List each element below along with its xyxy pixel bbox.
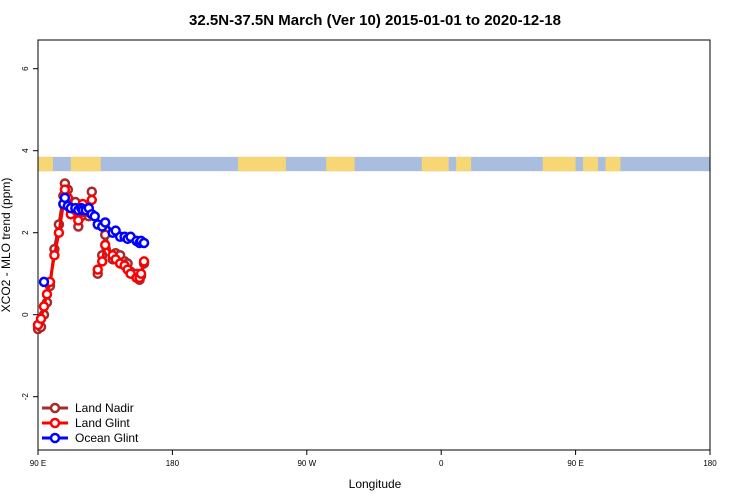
data-point [38,276,50,288]
y-tick-label: -2 [21,393,30,401]
data-point [38,301,50,312]
x-axis: 90 E 180 90 W 0 90 E 180 [30,450,717,468]
data-point [59,192,71,204]
y-axis: -2 0 2 4 6 [21,66,38,400]
y-tick-label: 0 [21,312,30,317]
data-point [49,250,60,261]
legend-marker [49,417,61,429]
data-point [53,227,65,238]
land-segment [70,156,101,172]
legend-item: Land Nadir [42,401,134,415]
legend-item: Ocean Glint [42,431,139,445]
land-segment [542,156,576,172]
data-point [89,211,100,222]
x-tick-label: 90 E [30,459,46,468]
x-tick-label: 180 [703,459,717,468]
land-segment [38,156,53,172]
data-point [135,268,147,279]
x-tick-label: 180 [166,459,180,468]
y-tick-label: 2 [21,230,30,235]
x-axis-label: Longitude [349,477,402,491]
data-point [86,194,98,206]
land-segment [238,156,286,172]
data-point [41,288,53,300]
series-layer [32,178,150,335]
legend-marker [49,432,61,444]
legend-marker [49,402,61,414]
land-segment [583,156,598,172]
data-point [96,256,108,267]
ocean-band [38,156,710,172]
data-point [138,256,150,267]
land-mask-band [38,156,710,172]
x-tick-label: 90 E [567,459,583,468]
y-tick-label: 6 [21,66,30,71]
data-point [92,264,103,275]
data-point [99,239,111,251]
land-segment [326,156,355,172]
x-tick-label: 90 W [297,459,316,468]
data-point [86,186,98,197]
data-point [99,217,111,228]
x-tick-label: 0 [439,459,444,468]
plot-frame [37,39,711,451]
data-point [138,237,150,249]
legend-label: Ocean Glint [75,431,139,445]
data-point [73,215,84,226]
land-segment [456,156,472,172]
chart-title: 32.5N-37.5N March (Ver 10) 2015-01-01 to… [189,12,561,29]
legend-label: Land Nadir [75,401,134,415]
land-segment [605,156,621,172]
y-tick-label: 4 [21,148,30,153]
data-point [59,184,71,195]
series-ocean-glint [38,192,150,288]
data-point [35,313,47,325]
land-segment [421,156,449,172]
legend-item: Land Glint [42,416,130,430]
legend-label: Land Glint [75,416,130,430]
y-axis-label: XCO2 - MLO trend (ppm) [0,178,13,313]
